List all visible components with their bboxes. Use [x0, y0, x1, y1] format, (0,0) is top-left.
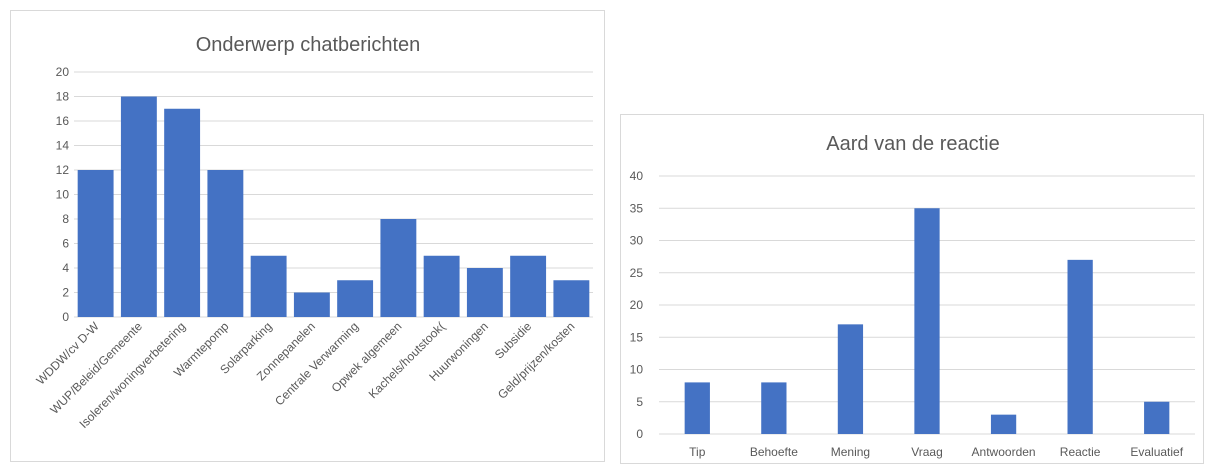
y-tick-label: 6	[62, 237, 69, 251]
bar	[914, 208, 940, 434]
y-tick-label: 20	[630, 298, 644, 312]
chart2-svg: Aard van de reactie 0 5 10 15 20 25 30 35 40 Tip Be…	[630, 133, 1195, 459]
x-tick-label: Reactie	[1060, 445, 1101, 459]
y-tick-label: 30	[630, 234, 644, 248]
y-tick-label: 5	[636, 395, 643, 409]
y-tick-label: 8	[62, 212, 69, 226]
x-tick-label: Behoefte	[750, 445, 798, 459]
x-tick-label: Geld/prijzen/kosten	[495, 319, 578, 402]
bar	[380, 219, 417, 317]
x-tick-label: Mening	[831, 445, 870, 459]
x-tick-label: Kachels/houtstook(	[366, 319, 448, 401]
y-tick-label: 14	[56, 139, 70, 153]
bar	[684, 382, 710, 434]
x-tick-label: Subsidie	[492, 319, 535, 362]
bar	[990, 414, 1017, 434]
chart-onderwerp-chatberichten: Onderwerp chatberichten 0 2 4 6 8 10 12 14 16 18 20…	[10, 10, 605, 462]
x-tick-label: Evaluatief	[1130, 445, 1183, 459]
x-tick-label: Centrale Verwarming	[272, 319, 361, 408]
x-tick-label: Tip	[689, 445, 706, 459]
bar	[466, 268, 503, 317]
bar	[293, 292, 330, 317]
bar	[553, 280, 590, 317]
bar	[207, 170, 244, 317]
bar	[120, 96, 157, 317]
y-tick-label: 15	[630, 330, 644, 344]
bar	[77, 170, 114, 317]
bar	[337, 280, 374, 317]
y-tick-label: 35	[630, 201, 644, 215]
y-tick-label: 0	[636, 427, 643, 441]
y-tick-label: 10	[630, 363, 644, 377]
y-tick-label: 4	[62, 261, 69, 275]
y-tick-label: 20	[56, 65, 70, 79]
bar	[164, 108, 201, 317]
y-tick-label: 0	[62, 310, 69, 324]
y-tick-label: 2	[62, 286, 69, 300]
chart-aard-van-de-reactie: Aard van de reactie 0 5 10 15 20 25 30 35 40 Tip Be…	[620, 114, 1204, 464]
x-tick-label: Vraag	[911, 445, 943, 459]
y-tick-label: 18	[56, 90, 70, 104]
bar	[837, 324, 864, 434]
y-tick-label: 10	[56, 188, 70, 202]
bar	[1144, 401, 1170, 434]
y-tick-label: 12	[56, 163, 70, 177]
y-tick-label: 40	[630, 169, 644, 183]
y-tick-label: 25	[630, 266, 644, 280]
bar	[250, 255, 287, 317]
chart-title: Onderwerp chatberichten	[196, 34, 421, 56]
x-tick-label: Antwoorden	[972, 445, 1036, 459]
bar	[761, 382, 787, 434]
chart1-svg: Onderwerp chatberichten 0 2 4 6 8 10 12 14 16 18 20…	[33, 34, 593, 431]
bar	[1067, 259, 1093, 434]
chart-title: Aard van de reactie	[826, 133, 999, 155]
y-tick-label: 16	[56, 114, 70, 128]
bar	[423, 255, 460, 317]
bar	[510, 255, 547, 317]
